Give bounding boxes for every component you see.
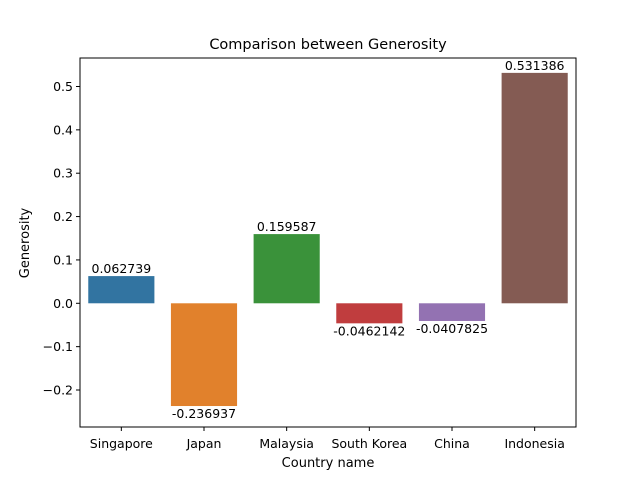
chart-title: Comparison between Generosity xyxy=(209,37,447,53)
bar-value-label: -0.236937 xyxy=(172,406,236,421)
y-tick-label: 0.5 xyxy=(53,79,73,94)
plot-frame xyxy=(79,57,577,428)
bar-japan xyxy=(170,303,238,407)
x-tick-label: Indonesia xyxy=(504,436,564,451)
y-tick-label: 0.2 xyxy=(53,209,73,224)
bar-china xyxy=(418,303,486,321)
x-tick-label: Japan xyxy=(186,436,222,451)
x-tick-label: South Korea xyxy=(331,436,407,451)
bar-value-label: -0.0407825 xyxy=(416,321,488,336)
bar-malaysia xyxy=(253,234,320,304)
y-axis: −0.2 −0.1 0.0 0.1 0.2 0.3 0.4 0.5 xyxy=(43,79,80,398)
bars-group xyxy=(88,72,568,407)
x-axis-label: Country name xyxy=(282,456,375,471)
y-tick-label: 0.4 xyxy=(53,122,73,137)
bar-indonesia xyxy=(501,72,568,304)
bar-value-label: -0.0462142 xyxy=(333,323,405,338)
y-tick-label: −0.1 xyxy=(43,339,73,354)
value-labels-group: 0.062739 -0.236937 0.159587 -0.0462142 -0.04… xyxy=(92,58,565,421)
y-tick-label: 0.3 xyxy=(53,166,73,181)
x-axis: Singapore Japan Malaysia South Korea China In… xyxy=(90,427,565,451)
y-tick-label: −0.2 xyxy=(43,383,73,398)
bar-value-label: 0.159587 xyxy=(257,219,317,234)
bar-south-korea xyxy=(336,303,403,324)
bar-singapore xyxy=(88,276,155,304)
bar-value-label: 0.062739 xyxy=(92,261,152,276)
x-tick-label: China xyxy=(434,436,470,451)
y-tick-label: 0.1 xyxy=(53,252,73,267)
bar-value-label: 0.531386 xyxy=(505,58,565,73)
x-tick-label: Singapore xyxy=(90,436,153,451)
x-tick-label: Malaysia xyxy=(259,436,314,451)
y-axis-label: Generosity xyxy=(18,207,33,278)
y-tick-label: 0.0 xyxy=(53,296,73,311)
